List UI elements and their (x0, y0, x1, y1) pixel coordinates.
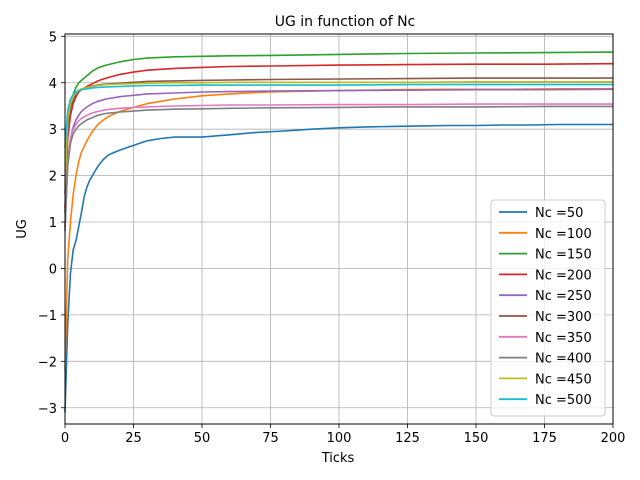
y-axis-label: UG (15, 219, 30, 239)
legend-entry-label: Nc =100 (535, 227, 592, 242)
x-tick-label: 175 (532, 431, 557, 446)
series-lines (64, 51, 614, 413)
legend-entry-label: Nc =450 (535, 372, 592, 387)
legend-entry-label: Nc =200 (535, 268, 592, 283)
x-axis-label: Ticks (321, 451, 355, 466)
y-tick-label: −3 (38, 402, 57, 417)
legend-entry-label: Nc =250 (535, 289, 592, 304)
legend-entry-label: Nc =150 (535, 248, 592, 263)
y-tick-label: 1 (49, 216, 57, 231)
x-tick-label: 150 (464, 431, 489, 446)
legend-entry-label: Nc =400 (535, 352, 592, 367)
series-line (64, 105, 613, 227)
y-tick-label: −1 (38, 309, 57, 324)
y-tick-label: 2 (49, 170, 57, 185)
x-tick-label: 100 (327, 431, 352, 446)
y-tick-label: 3 (49, 123, 57, 138)
legend-entry-label: Nc =500 (535, 393, 592, 408)
y-tick-label: 0 (49, 262, 57, 277)
chart-title: UG in function of Nc (275, 14, 416, 30)
series-line (64, 77, 613, 195)
x-tick-label: 0 (61, 431, 69, 446)
legend-entry-label: Nc =350 (535, 331, 592, 346)
legend: Nc =50 Nc =100 Nc =150 Nc =200 Nc =250 Nc =30… (490, 199, 606, 417)
series-line (64, 103, 613, 227)
x-tick-label: 125 (395, 431, 420, 446)
x-axis-ticks: 0 25 50 75 100 125 150 175 200 (61, 424, 626, 446)
series-line (64, 123, 613, 413)
x-tick-label: 25 (125, 431, 142, 446)
series-line (64, 62, 614, 209)
x-tick-label: 200 (601, 431, 626, 446)
legend-entry-label: Nc =300 (535, 310, 592, 325)
y-tick-label: −2 (38, 355, 57, 370)
series-line (64, 88, 614, 232)
y-axis-ticks: −3 −2 −1 0 1 2 3 4 5 (38, 30, 65, 417)
x-tick-label: 50 (194, 431, 211, 446)
series-line (64, 83, 613, 148)
series-line (64, 51, 614, 213)
y-tick-label: 5 (49, 30, 57, 45)
series-line (64, 81, 613, 185)
legend-entry-label: Nc =50 (535, 206, 583, 221)
y-tick-label: 4 (49, 77, 57, 92)
x-tick-label: 75 (262, 431, 279, 446)
